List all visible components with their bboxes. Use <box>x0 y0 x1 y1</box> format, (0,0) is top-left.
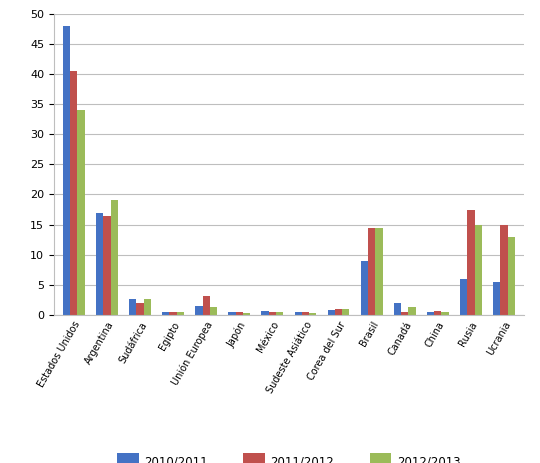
Bar <box>162 312 170 315</box>
Bar <box>408 307 416 315</box>
Bar <box>302 313 309 315</box>
Bar <box>401 312 408 315</box>
Bar <box>328 310 335 315</box>
Bar <box>493 282 500 315</box>
Bar <box>467 209 475 315</box>
Bar <box>96 213 103 315</box>
Bar <box>294 313 302 315</box>
Bar <box>235 313 243 315</box>
Bar <box>427 312 434 315</box>
Bar <box>368 227 375 315</box>
Bar <box>144 299 151 315</box>
Bar <box>434 311 441 315</box>
Bar <box>111 200 118 315</box>
Bar <box>276 313 284 315</box>
Bar <box>508 237 515 315</box>
Legend: 2010/2011, 2011/2012, 2012/2013: 2010/2011, 2011/2012, 2012/2013 <box>111 447 467 463</box>
Bar <box>475 225 482 315</box>
Bar <box>269 312 276 315</box>
Bar <box>261 311 269 315</box>
Bar <box>137 303 144 315</box>
Bar <box>460 279 467 315</box>
Bar <box>228 312 235 315</box>
Bar <box>129 299 137 315</box>
Bar <box>170 312 177 315</box>
Bar <box>195 306 202 315</box>
Bar <box>500 225 508 315</box>
Bar <box>70 71 77 315</box>
Bar <box>375 227 382 315</box>
Bar <box>394 303 401 315</box>
Bar <box>177 313 184 315</box>
Bar <box>243 313 250 315</box>
Bar <box>63 26 70 315</box>
Bar <box>210 307 217 315</box>
Bar <box>309 313 316 315</box>
Bar <box>342 309 349 315</box>
Bar <box>78 110 85 315</box>
Bar <box>361 261 368 315</box>
Bar <box>103 215 111 315</box>
Bar <box>441 312 449 315</box>
Bar <box>335 309 342 315</box>
Bar <box>202 295 210 315</box>
